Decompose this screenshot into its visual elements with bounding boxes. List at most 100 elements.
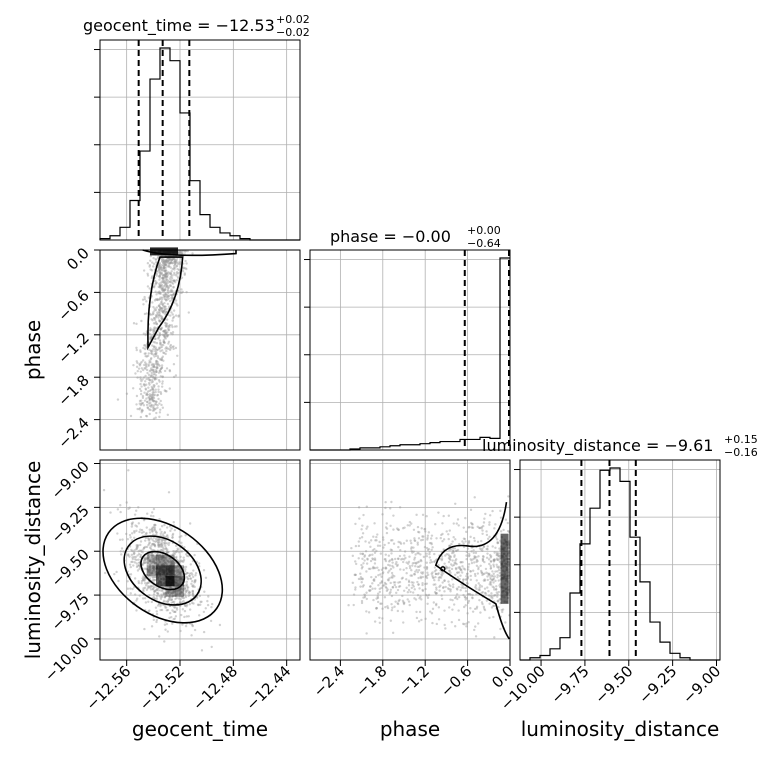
sample-point <box>378 621 382 625</box>
sample-point <box>178 572 182 575</box>
sample-point <box>494 523 497 526</box>
sample-point <box>164 305 167 308</box>
sample-point <box>459 561 462 564</box>
sample-point <box>163 595 167 599</box>
sample-point <box>148 337 152 341</box>
sample-point <box>495 551 499 555</box>
sample-point <box>154 281 158 285</box>
sample-point <box>153 378 157 381</box>
sample-point <box>164 260 167 263</box>
sample-point <box>179 629 182 633</box>
sample-point <box>176 267 179 271</box>
sample-point <box>474 551 478 555</box>
sample-point <box>141 359 145 362</box>
sample-point <box>166 281 169 285</box>
contour-island <box>440 566 446 572</box>
sample-point <box>159 399 162 403</box>
sample-point <box>381 572 384 575</box>
sample-point <box>181 601 184 604</box>
sample-point <box>406 598 409 601</box>
sample-point <box>148 398 152 401</box>
sample-point <box>152 417 156 420</box>
sample-point <box>365 570 368 573</box>
sample-point <box>413 539 417 543</box>
sample-point <box>164 347 167 350</box>
sample-point <box>148 586 152 589</box>
sample-point <box>426 596 430 600</box>
sample-point <box>476 540 480 544</box>
sample-point <box>473 557 476 560</box>
sample-point <box>453 596 457 600</box>
sample-point <box>173 263 177 266</box>
sample-point <box>179 572 182 575</box>
sample-point <box>159 266 163 269</box>
sample-point <box>385 522 388 525</box>
sample-point <box>176 590 179 593</box>
sample-point <box>410 574 414 577</box>
sample-point <box>418 587 421 590</box>
hist-bar <box>170 61 180 240</box>
sample-point <box>144 539 147 542</box>
sample-point <box>405 567 408 570</box>
sample-point <box>173 257 176 260</box>
sample-point <box>466 572 469 575</box>
sample-point <box>151 570 154 573</box>
sample-point <box>157 298 161 301</box>
sample-point <box>159 285 162 288</box>
sample-point <box>163 623 167 626</box>
sample-point <box>486 545 489 548</box>
sample-point <box>187 615 190 618</box>
sample-point <box>162 591 166 594</box>
sample-point <box>361 585 365 588</box>
sample-point <box>498 555 501 558</box>
sample-point <box>161 274 165 278</box>
sample-point <box>159 284 162 287</box>
sample-point <box>441 572 445 575</box>
sample-point <box>151 542 154 546</box>
sample-point <box>145 332 148 335</box>
sample-point <box>164 272 167 276</box>
sample-point <box>147 381 151 385</box>
sample-point <box>437 572 440 575</box>
sample-point <box>360 601 364 605</box>
sample-point <box>155 363 159 366</box>
sample-point <box>383 543 386 547</box>
contour-inner <box>140 550 186 591</box>
sample-point <box>140 385 143 388</box>
sample-point <box>474 584 478 587</box>
sample-point <box>389 524 392 528</box>
sample-point <box>426 594 429 597</box>
sample-point <box>499 509 502 513</box>
sample-point <box>158 265 161 268</box>
sample-point <box>156 297 159 301</box>
sample-point <box>163 280 167 283</box>
sample-point <box>496 593 499 596</box>
sample-point <box>153 575 156 579</box>
sample-point <box>132 322 136 325</box>
sample-point <box>427 531 431 534</box>
sample-point <box>433 591 437 594</box>
sample-point <box>160 271 163 274</box>
sample-point <box>482 605 486 609</box>
sample-point <box>387 563 390 567</box>
sample-point <box>477 567 480 571</box>
sample-point <box>183 570 187 573</box>
sample-point <box>153 562 156 565</box>
sample-point <box>462 622 465 626</box>
sample-point <box>183 546 186 549</box>
sample-point <box>394 562 398 566</box>
sample-point <box>154 557 158 560</box>
sample-point <box>184 266 187 270</box>
sample-point <box>174 591 177 595</box>
x-tick-label: −9.50 <box>591 662 636 707</box>
sample-point <box>168 557 172 560</box>
sample-point <box>151 376 155 379</box>
sample-point <box>173 268 176 271</box>
sample-point <box>465 557 468 561</box>
sample-point <box>483 608 487 612</box>
sample-point <box>167 543 170 547</box>
sample-point <box>179 560 182 563</box>
sample-point <box>192 569 195 572</box>
sample-point <box>438 589 441 592</box>
sample-point <box>176 304 179 307</box>
